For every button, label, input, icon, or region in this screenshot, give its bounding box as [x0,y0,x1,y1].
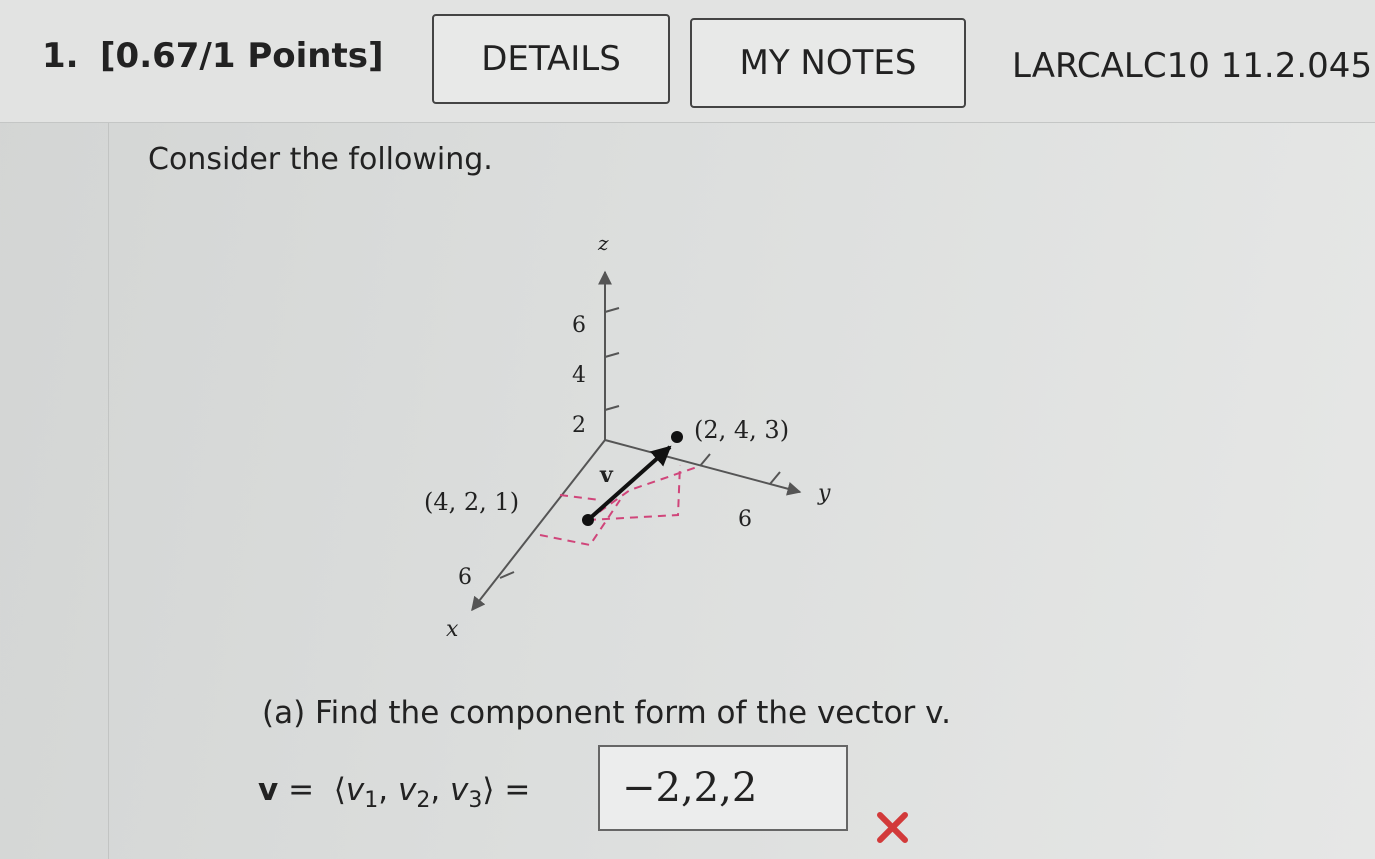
subscript: 1 [364,788,379,814]
vector-label: v [599,462,614,488]
component: v [345,772,365,808]
axes [471,270,802,612]
component: v [450,772,469,808]
z-axis-label: z [597,231,609,255]
z-tick-label: 4 [572,363,586,388]
bracket: ⟩ [482,772,495,808]
question-number: 1. [42,36,79,76]
question-panel [108,123,1375,859]
incorrect-icon [877,812,908,843]
component: v [397,772,417,808]
subscript: 2 [416,788,431,814]
z-tick-label: 6 [572,313,586,338]
y-axis-label: y [817,481,831,506]
part-a-text: (a) Find the component form of the vecto… [262,695,951,731]
end-point-label: (2, 4, 3) [694,416,789,444]
x-tick-label: 6 [458,565,472,590]
lhs: v [258,772,279,808]
start-point [582,514,594,526]
equation: v = ⟨v1, v2, v3⟩ = [258,772,531,814]
z-tick-label: 2 [572,413,586,438]
subscript: 3 [468,788,483,814]
vector-v [586,445,672,522]
equals: = [504,772,531,808]
start-point-label: (4, 2, 1) [424,488,519,516]
header: 1. [0.67/1 Points] DETAILS MY NOTES LARC… [0,0,1375,123]
projection-lines [539,464,701,547]
bracket: ⟨ [333,772,346,808]
answer-input[interactable]: −2,2,2 [598,745,848,831]
x-axis-label: x [446,617,459,642]
end-point [671,431,683,443]
prompt: Consider the following. [148,142,493,177]
y-tick-label: 6 [738,507,752,532]
problem-code: LARCALC10 11.2.045 [1012,46,1373,86]
points: [0.67/1 Points] [100,36,384,76]
equals: = [288,772,315,808]
details-button[interactable]: DETAILS [432,14,670,104]
notes-button[interactable]: MY NOTES [690,18,966,108]
